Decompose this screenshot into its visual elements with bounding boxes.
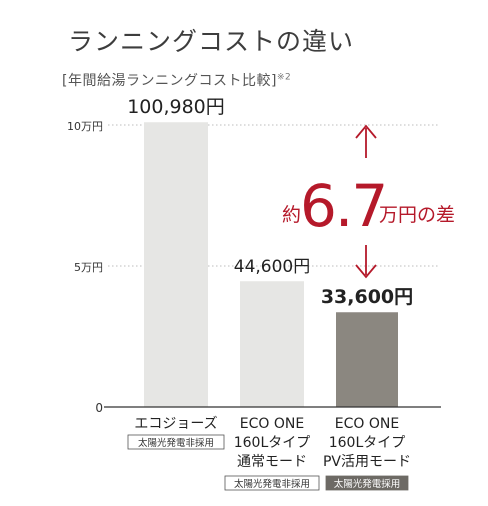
category-label: ECO ONE [240, 416, 304, 432]
value-label: 33,600円 [321, 286, 413, 308]
tag-label: 太陽光発電採用 [334, 478, 401, 490]
category-label: ECO ONE [335, 416, 399, 432]
bar [144, 122, 208, 408]
category-label: 通常モード [237, 454, 307, 470]
tag-box [127, 434, 225, 450]
difference-value: 6.7 [300, 172, 386, 240]
chart-subtitle: [年間給湯ランニングコスト比較]※2 [62, 70, 291, 90]
page-title: ランニングコストの違い [68, 27, 355, 56]
y-tick-label: 0 [95, 401, 103, 415]
category-label: 160Lタイプ [329, 435, 406, 451]
difference-arrowhead-down [355, 264, 377, 279]
difference-suffix: 万円の差 [379, 204, 455, 226]
y-tick-label: 5万円 [74, 261, 103, 274]
tag-label: 太陽光発電非採用 [234, 478, 310, 490]
subtitle-footnote-mark: ※2 [276, 72, 292, 83]
value-label: 100,980円 [127, 96, 225, 118]
category-label: 160Lタイプ [234, 435, 311, 451]
tag-box [224, 475, 320, 491]
tag-box [325, 475, 409, 491]
bar [240, 281, 304, 407]
y-tick-label: 10万円 [67, 120, 103, 133]
difference-arrowhead-up [355, 124, 377, 139]
difference-prefix: 約 [282, 204, 301, 226]
bar [336, 312, 398, 407]
category-label: PV活用モード [323, 454, 411, 470]
value-label: 44,600円 [234, 257, 310, 277]
category-label: エコジョーズ [134, 416, 217, 432]
tag-label: 太陽光発電非採用 [138, 437, 214, 449]
subtitle-text: [年間給湯ランニングコスト比較] [62, 73, 277, 89]
